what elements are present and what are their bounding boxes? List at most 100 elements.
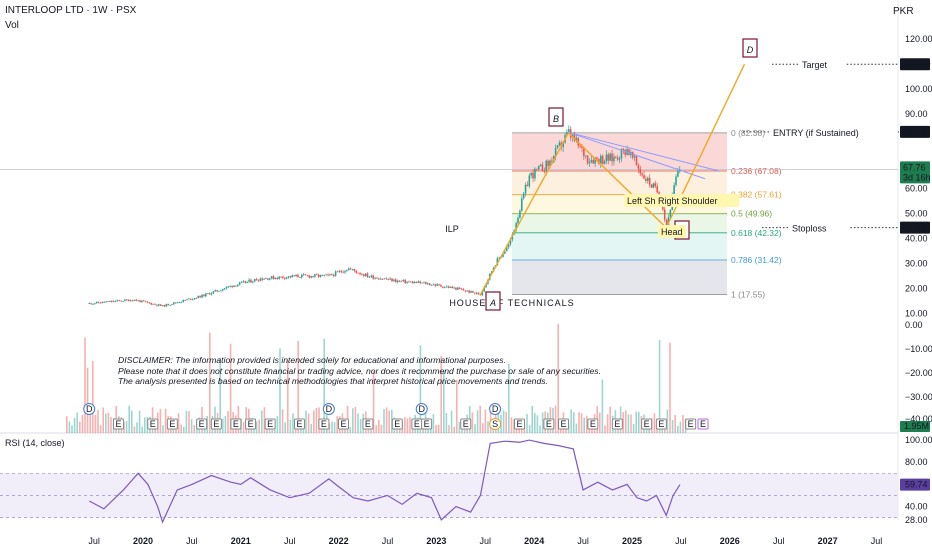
earnings-marker — [318, 418, 330, 430]
volume-bar — [604, 425, 606, 433]
candle-body — [394, 279, 397, 283]
candle-body — [163, 305, 166, 307]
candle-body — [195, 298, 198, 299]
candle-body — [165, 304, 168, 307]
volume-bar — [190, 419, 193, 433]
volume-bar — [456, 379, 458, 433]
candle-body — [317, 274, 320, 277]
volume-bar — [443, 369, 445, 433]
volume-bar — [89, 414, 91, 433]
earnings-marker — [264, 418, 276, 430]
fib-level-label: 0.382 (57.61) — [731, 190, 782, 200]
candle-body — [483, 287, 485, 292]
candle-body — [126, 299, 128, 301]
price-axis-tick: 60.00 — [905, 184, 928, 194]
dividend-marker — [489, 403, 502, 415]
candle-body — [383, 278, 386, 280]
candle-body — [524, 184, 527, 194]
volume-bar — [359, 418, 362, 433]
candle-body — [603, 161, 606, 164]
time-axis-tick: Jul — [480, 536, 492, 546]
candle-body — [607, 154, 610, 161]
candle-body — [631, 152, 634, 158]
volume-bar — [513, 419, 515, 433]
volume-bar — [185, 410, 188, 433]
pattern-label: Head — [661, 227, 683, 237]
candle-body — [611, 153, 613, 162]
volume-bar — [255, 421, 258, 433]
candle-body — [620, 149, 623, 159]
volume-bar — [437, 425, 440, 433]
earnings-marker — [113, 418, 125, 430]
volume-bar — [66, 416, 68, 433]
earnings-marker-text: E — [296, 419, 302, 429]
last-price-tag — [900, 161, 930, 184]
volume-bar — [193, 425, 195, 433]
candle-body — [663, 209, 666, 220]
volume-bar — [349, 426, 351, 433]
candle-body — [90, 303, 92, 305]
volume-bar — [94, 414, 97, 433]
wave-point-box — [742, 38, 758, 58]
earnings-marker — [587, 418, 599, 430]
candle-body — [329, 274, 331, 276]
candle-body — [598, 159, 600, 164]
volume-bar — [471, 412, 474, 433]
volume-bar — [606, 414, 609, 433]
earnings-marker — [166, 418, 178, 430]
volume-bar — [388, 410, 390, 433]
candle-body — [189, 298, 192, 300]
candle-body — [257, 280, 260, 282]
volume-bar — [138, 410, 141, 433]
earnings-marker-text: E — [213, 419, 219, 429]
rsi-last-tag — [900, 478, 930, 491]
volume-bar — [677, 425, 679, 433]
candle-body — [150, 302, 153, 305]
candle-body — [284, 277, 286, 279]
candle-body — [568, 129, 570, 132]
rsi-band — [0, 473, 898, 518]
rsi-axis-tick: 40.00 — [905, 502, 928, 512]
volume-bar — [635, 411, 637, 433]
candle-body — [675, 176, 677, 185]
volume-bar — [86, 367, 89, 433]
volume-axis-tick: 0.00 — [905, 320, 923, 330]
volume-bar — [458, 422, 461, 433]
candle-body — [426, 283, 429, 285]
candle-body — [562, 142, 564, 148]
candle-body — [332, 275, 335, 276]
time-axis-tick: 2020 — [133, 536, 153, 546]
candle-body — [238, 282, 241, 285]
symbol-title: INTERLOOP LTD · 1W · PSX — [5, 5, 137, 16]
candle-body — [221, 289, 224, 291]
candle-body — [428, 283, 431, 286]
dividend-marker — [322, 403, 335, 415]
level-price-text: 44.38 — [903, 223, 926, 233]
volume-bar — [666, 409, 669, 433]
rsi-last-text: 59.74 — [905, 480, 928, 490]
candle-body — [396, 280, 399, 283]
candle-body — [539, 164, 542, 167]
candle-body — [206, 293, 209, 295]
time-axis-tick: Jul — [186, 536, 198, 546]
earnings-marker-text: E — [424, 419, 430, 429]
level-label: Target — [802, 60, 828, 70]
volume-bar — [445, 413, 448, 433]
volume-bar — [227, 411, 229, 433]
volume-bar — [284, 422, 286, 433]
candle-body — [635, 156, 638, 166]
candle-body — [517, 217, 519, 224]
volume-bar — [531, 406, 533, 433]
candle-body — [650, 184, 653, 188]
candle-body — [389, 278, 391, 280]
volume-bar — [476, 410, 479, 433]
candle-body — [159, 304, 162, 306]
trendline — [568, 131, 721, 172]
candle-body — [669, 210, 672, 218]
candle-body — [297, 274, 299, 277]
level-price-text: 109.90 — [903, 59, 931, 69]
candle-body — [528, 175, 531, 187]
candle-body — [616, 157, 619, 160]
volume-bar — [76, 412, 78, 433]
